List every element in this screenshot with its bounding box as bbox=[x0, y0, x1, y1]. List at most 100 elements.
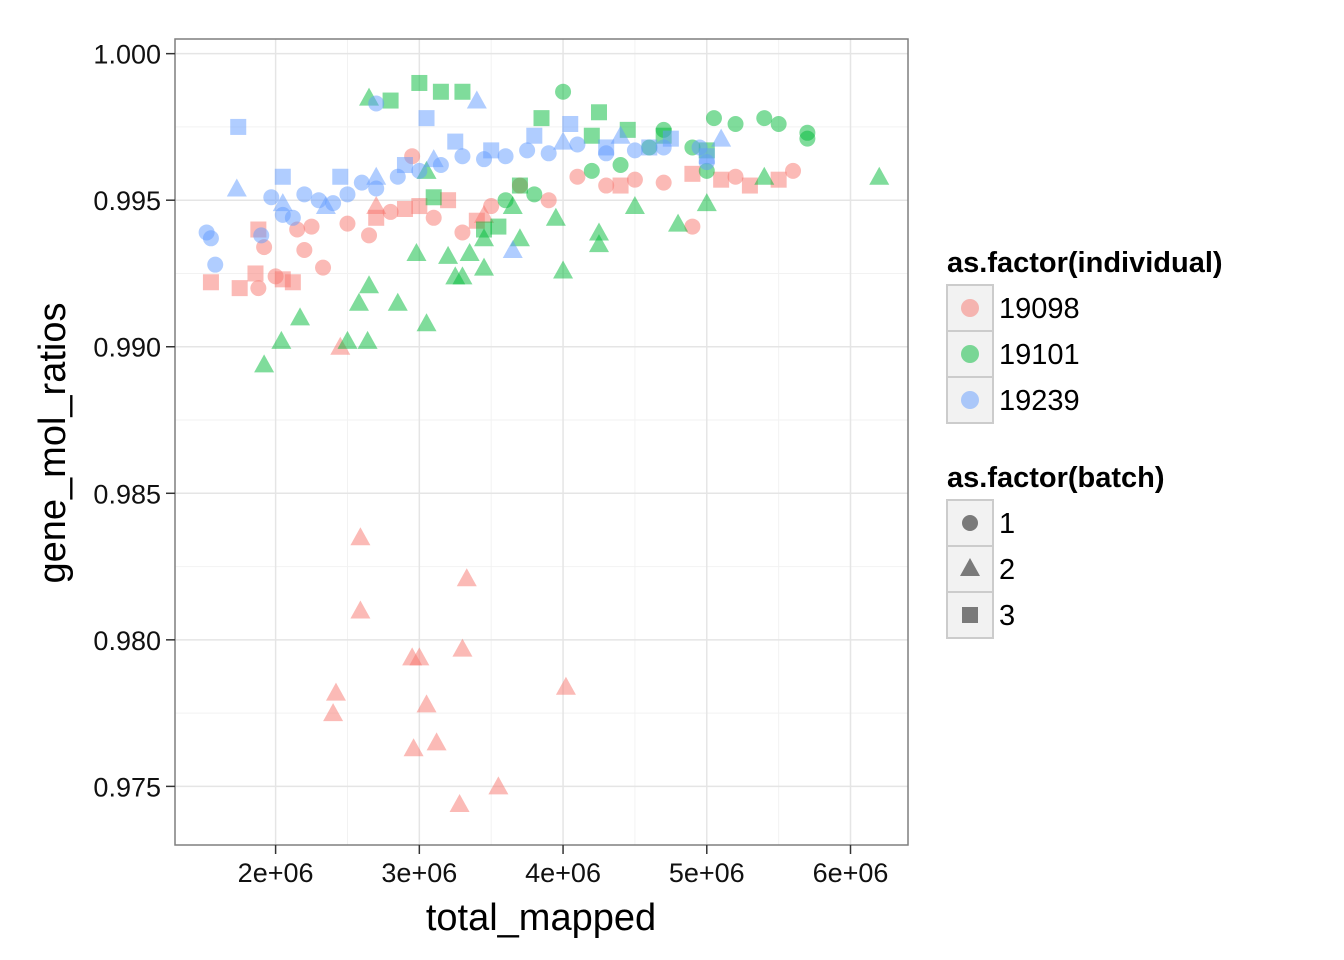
data-point-19101-batch-3 bbox=[411, 74, 428, 91]
x-tick-label: 4e+06 bbox=[525, 858, 601, 888]
data-point-19239-batch-1 bbox=[253, 227, 270, 244]
data-point-19098-batch-3 bbox=[396, 200, 413, 217]
data-point-19239-batch-3 bbox=[230, 118, 247, 135]
legend-batch-swatch-circle bbox=[962, 515, 978, 531]
legend-individual-swatch-19239 bbox=[961, 391, 979, 409]
data-point-19098-batch-2 bbox=[350, 527, 371, 546]
data-point-19239-batch-3 bbox=[598, 139, 615, 156]
data-point-19239-batch-1 bbox=[339, 186, 356, 203]
data-point-19239-batch-1 bbox=[540, 145, 557, 162]
y-tick-label: 0.995 bbox=[93, 186, 161, 216]
data-point-19098-batch-2 bbox=[366, 196, 387, 215]
legend-individual-key-1 bbox=[946, 284, 994, 332]
data-point-19239-batch-1 bbox=[296, 186, 313, 203]
y-tick-label: 1.000 bbox=[93, 40, 161, 70]
data-point-19239-batch-2 bbox=[272, 193, 293, 212]
data-point-19101-batch-1 bbox=[526, 186, 543, 203]
data-point-19101-batch-3 bbox=[583, 127, 600, 144]
data-point-19239-batch-3 bbox=[332, 168, 349, 185]
data-point-19098-batch-3 bbox=[440, 192, 457, 209]
data-point-19239-batch-1 bbox=[519, 142, 536, 159]
data-point-19239-batch-3 bbox=[562, 115, 579, 132]
data-point-19239-batch-2 bbox=[423, 149, 444, 168]
data-point-19098-batch-2 bbox=[426, 732, 447, 751]
data-point-19101-batch-2 bbox=[509, 228, 530, 247]
y-tick-label: 0.990 bbox=[93, 333, 161, 363]
data-point-19098-batch-1 bbox=[569, 168, 586, 185]
y-tick-label: 0.985 bbox=[93, 479, 161, 509]
data-point-19098-batch-3 bbox=[684, 165, 701, 182]
data-point-19098-batch-3 bbox=[247, 265, 264, 282]
data-point-19239-batch-2 bbox=[466, 90, 487, 109]
data-point-19101-batch-2 bbox=[588, 222, 609, 241]
legend-individual-label-19098: 19098 bbox=[999, 293, 1080, 325]
legend-batch-title: as.factor(batch) bbox=[947, 462, 1165, 494]
data-point-19101-batch-2 bbox=[348, 292, 369, 311]
x-tick-label: 2e+06 bbox=[238, 858, 314, 888]
legend-batch-swatch-square bbox=[962, 607, 978, 623]
data-point-19098-batch-2 bbox=[409, 647, 430, 666]
data-point-19101-batch-2 bbox=[553, 260, 574, 279]
data-point-19098-batch-1 bbox=[785, 162, 802, 179]
data-point-19098-batch-1 bbox=[454, 224, 471, 241]
data-point-19239-batch-1 bbox=[284, 209, 301, 226]
data-point-19098-batch-3 bbox=[368, 209, 385, 226]
data-point-19098-batch-1 bbox=[483, 198, 500, 215]
data-point-19101-batch-2 bbox=[452, 266, 473, 285]
data-point-19098-batch-1 bbox=[684, 218, 701, 235]
data-point-19101-batch-3 bbox=[425, 189, 442, 206]
data-point-19239-batch-1 bbox=[454, 148, 471, 165]
data-point-19239-batch-3 bbox=[418, 110, 435, 127]
data-point-19101-batch-2 bbox=[359, 275, 380, 294]
data-point-19098-batch-2 bbox=[555, 676, 576, 695]
data-point-19101-batch-2 bbox=[337, 330, 358, 349]
data-point-19098-batch-1 bbox=[296, 242, 313, 259]
legend-batch-label-1: 1 bbox=[999, 508, 1015, 540]
data-point-19098-batch-1 bbox=[303, 218, 320, 235]
data-point-19098-batch-3 bbox=[202, 274, 219, 291]
data-point-19098-batch-1 bbox=[315, 259, 332, 276]
data-point-19101-batch-2 bbox=[696, 193, 717, 212]
data-point-19239-batch-3 bbox=[396, 157, 413, 174]
data-point-19098-batch-2 bbox=[403, 738, 424, 757]
data-point-19239-batch-1 bbox=[497, 148, 514, 165]
data-point-19239-batch-3 bbox=[447, 133, 464, 150]
legend-batch-swatch-triangle bbox=[960, 558, 980, 576]
data-point-19239-batch-2 bbox=[610, 125, 631, 144]
data-point-19101-batch-3 bbox=[533, 110, 550, 127]
data-point-19239-batch-3 bbox=[662, 130, 679, 147]
data-point-19101-batch-1 bbox=[727, 115, 744, 132]
data-point-19098-batch-1 bbox=[598, 177, 615, 194]
y-tick-label: 0.980 bbox=[93, 626, 161, 656]
data-point-19239-batch-3 bbox=[698, 148, 715, 165]
data-point-19101-batch-2 bbox=[502, 196, 523, 215]
plot-border bbox=[174, 38, 909, 846]
data-point-19101-batch-1 bbox=[799, 130, 816, 147]
data-point-19239-batch-2 bbox=[366, 166, 387, 185]
data-point-19098-batch-2 bbox=[488, 776, 509, 795]
data-point-19098-batch-1 bbox=[626, 171, 643, 188]
data-point-19098-batch-1 bbox=[250, 280, 267, 297]
data-point-19098-batch-2 bbox=[456, 568, 477, 587]
data-point-19239-batch-1 bbox=[626, 142, 643, 159]
data-point-19101-batch-2 bbox=[869, 166, 890, 185]
data-point-19101-batch-3 bbox=[590, 104, 607, 121]
data-point-19101-batch-2 bbox=[459, 242, 480, 261]
data-point-19239-batch-1 bbox=[263, 189, 280, 206]
data-point-19101-batch-2 bbox=[406, 242, 427, 261]
data-point-19101-batch-2 bbox=[754, 166, 775, 185]
data-point-19239-batch-1 bbox=[202, 230, 219, 247]
data-point-19101-batch-1 bbox=[756, 110, 773, 127]
data-point-19101-batch-2 bbox=[588, 234, 609, 253]
legend-individual-label-19239: 19239 bbox=[999, 385, 1080, 417]
data-point-19098-batch-2 bbox=[416, 694, 437, 713]
legend-individual-title: as.factor(individual) bbox=[947, 247, 1223, 279]
data-point-19098-batch-3 bbox=[231, 280, 248, 297]
data-point-19101-batch-2 bbox=[668, 213, 689, 232]
y-axis-title: gene_mol_ratios bbox=[32, 303, 74, 584]
data-point-19101-batch-3 bbox=[476, 221, 493, 238]
data-point-19101-batch-2 bbox=[416, 313, 437, 332]
data-point-19098-batch-3 bbox=[284, 274, 301, 291]
data-point-19239-batch-3 bbox=[483, 142, 500, 159]
data-point-19101-batch-2 bbox=[290, 307, 311, 326]
